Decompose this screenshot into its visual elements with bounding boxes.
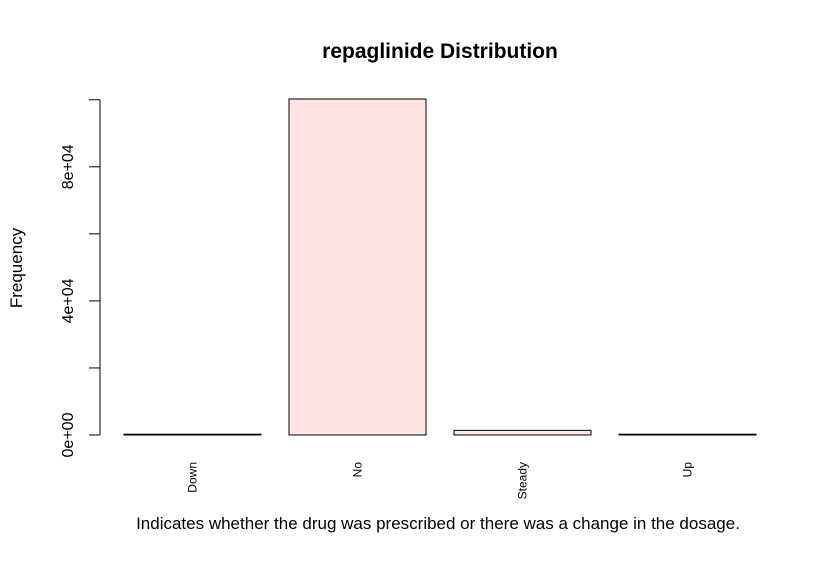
y-tick-label: 8e+04 (60, 144, 77, 189)
x-tick-label-down: Down (186, 462, 200, 493)
y-tick-label: 0e+00 (60, 412, 77, 457)
bar-steady (453, 429, 592, 436)
bars-group (123, 98, 757, 436)
y-axis: 0e+00 4e+04 8e+04 (60, 99, 101, 457)
bar-no (288, 98, 427, 436)
bar-down (123, 433, 262, 436)
y-axis-label: Frequency (7, 227, 26, 308)
x-axis-label: Indicates whether the drug was prescribe… (136, 514, 740, 533)
x-tick-label-no: No (351, 462, 365, 478)
y-tick-label: 4e+04 (60, 278, 77, 323)
x-tick-labels: Down No Steady Up (186, 462, 695, 500)
bar-up (618, 433, 757, 436)
x-tick-label-up: Up (681, 462, 695, 478)
chart-title: repaglinide Distribution (322, 40, 558, 63)
x-tick-label-steady: Steady (516, 462, 530, 499)
